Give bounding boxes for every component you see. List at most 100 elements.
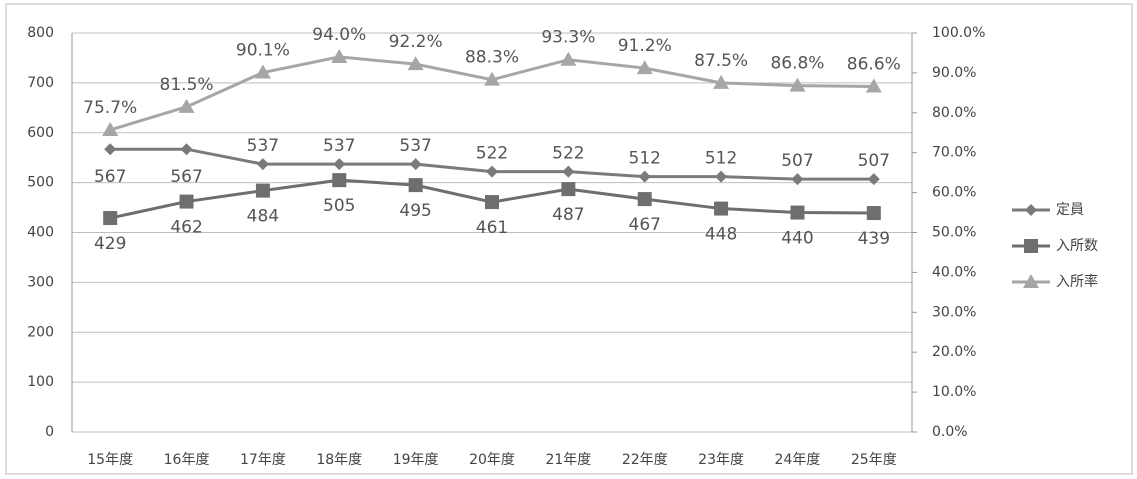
marker xyxy=(255,183,270,198)
data-label: 462 xyxy=(170,218,202,238)
y-tick-label: 300 xyxy=(27,274,54,290)
y-tick-label: 600 xyxy=(27,125,54,141)
series-line xyxy=(109,55,874,132)
data-label: 567 xyxy=(170,167,202,187)
marker xyxy=(638,170,651,183)
marker xyxy=(254,64,271,79)
x-tick-label: 25年度 xyxy=(851,452,897,468)
data-label: 505 xyxy=(323,196,355,216)
data-label: 86.6% xyxy=(847,54,901,74)
marker xyxy=(484,71,500,86)
marker xyxy=(180,143,193,156)
data-label: 467 xyxy=(629,215,661,235)
data-label: 537 xyxy=(247,136,279,156)
data-label: 487 xyxy=(552,205,584,225)
marker xyxy=(713,74,730,89)
data-label: 522 xyxy=(552,144,584,164)
y2-tick-label: 100.0% xyxy=(932,25,985,41)
data-label: 507 xyxy=(781,151,813,171)
marker xyxy=(485,195,499,210)
data-label: 86.8% xyxy=(770,54,824,74)
marker xyxy=(636,60,653,75)
data-label: 88.3% xyxy=(465,48,519,68)
data-label: 537 xyxy=(399,136,431,156)
data-label: 91.2% xyxy=(618,36,672,56)
y2-tick-label: 20.0% xyxy=(932,344,976,360)
y2-tick-label: 60.0% xyxy=(932,185,976,201)
data-label: 93.3% xyxy=(541,28,595,48)
x-tick-label: 22年度 xyxy=(622,452,668,468)
x-tick-label: 16年度 xyxy=(164,452,210,468)
y-tick-label: 200 xyxy=(27,324,54,340)
marker xyxy=(1023,274,1039,288)
x-tick-label: 19年度 xyxy=(393,452,439,468)
marker xyxy=(102,121,119,136)
y2-tick-label: 30.0% xyxy=(932,304,976,320)
marker xyxy=(103,211,118,226)
marker xyxy=(407,56,424,71)
marker xyxy=(333,158,346,171)
marker xyxy=(408,178,423,193)
marker xyxy=(256,158,269,171)
frame xyxy=(5,3,1133,475)
marker xyxy=(104,143,117,156)
marker xyxy=(715,170,728,183)
data-label: 484 xyxy=(247,207,279,227)
data-label: 522 xyxy=(476,144,508,164)
x-tick-label: 24年度 xyxy=(775,452,821,468)
marker xyxy=(178,98,195,113)
legend-label: 入所数 xyxy=(1056,238,1098,254)
marker xyxy=(179,194,194,209)
marker xyxy=(332,173,347,188)
x-tick-label: 23年度 xyxy=(698,452,744,468)
data-label: 90.1% xyxy=(236,41,290,61)
y2-tick-label: 50.0% xyxy=(932,225,976,241)
data-label: 94.0% xyxy=(312,25,366,45)
marker xyxy=(714,201,729,216)
marker xyxy=(790,205,805,220)
marker xyxy=(409,158,422,171)
marker xyxy=(637,192,652,207)
data-label: 440 xyxy=(781,229,813,249)
marker xyxy=(1024,239,1038,253)
data-label: 448 xyxy=(705,225,737,245)
x-tick-label: 17年度 xyxy=(240,452,286,468)
y-tick-label: 0 xyxy=(45,424,54,440)
data-label: 507 xyxy=(858,151,890,171)
marker xyxy=(866,206,881,221)
legend-label: 入所率 xyxy=(1056,273,1098,290)
data-label: 512 xyxy=(629,149,661,169)
y-tick-label: 700 xyxy=(27,75,54,91)
x-tick-label: 21年度 xyxy=(545,452,591,468)
marker xyxy=(789,77,806,92)
marker xyxy=(486,165,498,178)
marker xyxy=(867,173,880,186)
x-tick-label: 15年度 xyxy=(87,452,133,468)
x-tick-label: 18年度 xyxy=(316,452,362,468)
y-tick-label: 400 xyxy=(27,225,54,241)
y2-tick-label: 10.0% xyxy=(932,384,976,400)
data-label: 461 xyxy=(476,218,508,238)
data-label: 429 xyxy=(94,234,126,254)
data-label: 512 xyxy=(705,149,737,169)
y2-tick-label: 90.0% xyxy=(932,65,976,81)
marker xyxy=(865,78,882,93)
marker xyxy=(560,51,577,66)
marker xyxy=(561,182,576,197)
marker xyxy=(562,165,575,178)
data-label: 495 xyxy=(399,201,431,221)
marker xyxy=(791,173,804,186)
data-label: 537 xyxy=(323,136,355,156)
data-label: 87.5% xyxy=(694,51,748,71)
x-tick-label: 20年度 xyxy=(469,452,515,468)
y2-tick-label: 0.0% xyxy=(932,424,968,440)
y2-tick-label: 70.0% xyxy=(932,145,976,161)
data-label: 567 xyxy=(94,167,126,187)
y-tick-label: 100 xyxy=(27,374,54,390)
y2-tick-label: 40.0% xyxy=(932,264,976,280)
marker xyxy=(1025,204,1037,216)
y-tick-label: 800 xyxy=(27,25,54,41)
data-label: 92.2% xyxy=(389,32,443,52)
marker xyxy=(331,48,348,63)
legend-label: 定員 xyxy=(1056,202,1084,218)
